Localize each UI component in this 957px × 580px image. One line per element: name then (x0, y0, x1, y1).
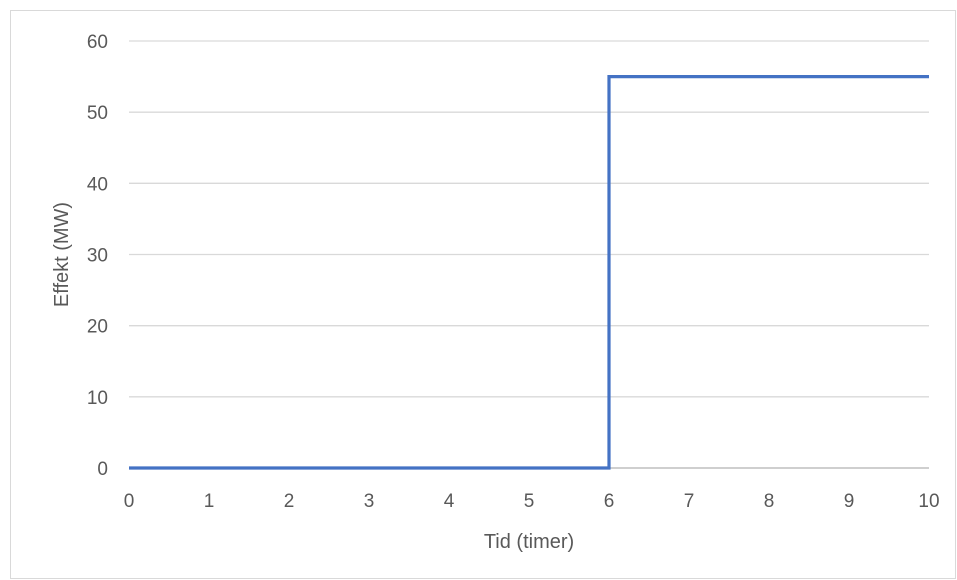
gridlines (129, 40, 929, 398)
y-axis-title: Effekt (MW) (51, 202, 73, 307)
x-tick-label: 10 (918, 491, 939, 512)
x-tick-label: 2 (284, 491, 295, 512)
x-tick-label: 8 (764, 491, 775, 512)
y-tick-label: 40 (87, 174, 108, 195)
y-tick-label: 30 (87, 246, 108, 267)
y-tick-label: 0 (97, 459, 108, 480)
y-tick-label: 50 (87, 103, 108, 124)
x-axis-title: Tid (timer) (484, 531, 574, 553)
x-tick-label: 9 (844, 491, 855, 512)
x-tick-label: 3 (364, 491, 375, 512)
series-line (129, 74, 929, 470)
x-tick-label: 7 (684, 491, 695, 512)
chart-frame (10, 10, 956, 579)
x-tick-labels: 0 1 2 3 4 5 6 7 8 9 10 (124, 491, 940, 512)
x-tick-label: 1 (204, 491, 215, 512)
x-tick-label: 6 (604, 491, 615, 512)
x-tick-label: 4 (444, 491, 455, 512)
y-tick-label: 10 (87, 388, 108, 409)
series-layer (129, 74, 929, 470)
y-tick-labels: 0 10 20 30 40 50 60 (87, 32, 108, 480)
x-tick-label: 5 (524, 491, 535, 512)
y-tick-label: 20 (87, 317, 108, 338)
x-tick-label: 0 (124, 491, 135, 512)
y-tick-label: 60 (87, 32, 108, 53)
